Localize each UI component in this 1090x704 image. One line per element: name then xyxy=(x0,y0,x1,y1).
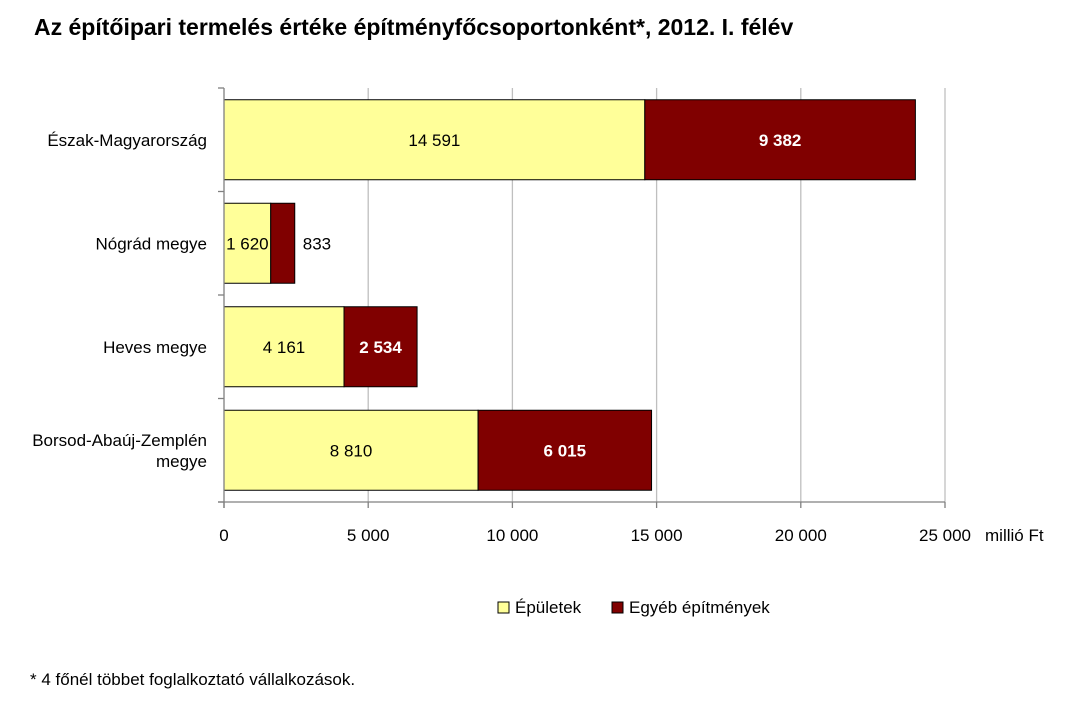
data-label: 8 810 xyxy=(330,441,373,460)
bar-segment xyxy=(343,306,418,388)
x-tick-label: 25 000 xyxy=(919,526,971,545)
labels: 14 591 9 382 1 620 833 4 161 2 534 8 810 6 015 É… xyxy=(32,131,1044,545)
bar-segment xyxy=(223,409,479,491)
chart-title: Az építőipari termelés értéke építményfő… xyxy=(34,14,794,40)
data-label: 9 382 xyxy=(759,131,802,150)
x-tick-label: 10 000 xyxy=(486,526,538,545)
category-label-line: Nógrád megye xyxy=(95,234,207,253)
category-label-line: Borsod-Abaúj-Zemplén xyxy=(32,431,207,450)
x-tick-label: 15 000 xyxy=(631,526,683,545)
category-label: Nógrád megye xyxy=(95,234,207,253)
category-label: Észak-Magyarország xyxy=(47,131,207,150)
data-label: 833 xyxy=(303,234,331,253)
x-tick-label: 20 000 xyxy=(775,526,827,545)
category-label-line: Heves megye xyxy=(103,338,207,357)
x-tick-label: 5 000 xyxy=(347,526,390,545)
data-label: 6 015 xyxy=(544,441,587,460)
category-label-line: Észak-Magyarország xyxy=(47,131,207,150)
legend-swatch xyxy=(497,601,510,614)
category-label: Borsod-Abaúj-Zemplén megye xyxy=(32,431,207,471)
category-label-line: megye xyxy=(156,452,207,471)
data-label: 4 161 xyxy=(263,338,306,357)
axes xyxy=(218,87,946,508)
bar-segment xyxy=(477,409,653,491)
footnote: * 4 főnél többet foglalkoztató vállalkoz… xyxy=(30,670,356,689)
bar-segment xyxy=(270,202,296,284)
data-label: 2 534 xyxy=(359,338,402,357)
bars xyxy=(223,99,916,491)
x-axis-unit: millió Ft xyxy=(985,526,1044,545)
data-label: 14 591 xyxy=(408,131,460,150)
legend-label: Épületek xyxy=(515,598,582,617)
category-label: Heves megye xyxy=(103,338,207,357)
legend-swatch xyxy=(611,601,624,614)
bar-segment xyxy=(644,99,916,181)
legend-label: Egyéb építmények xyxy=(629,598,770,617)
legend: Épületek Egyéb építmények xyxy=(497,598,770,617)
data-label: 1 620 xyxy=(226,234,269,253)
x-tick-label: 0 xyxy=(219,526,228,545)
